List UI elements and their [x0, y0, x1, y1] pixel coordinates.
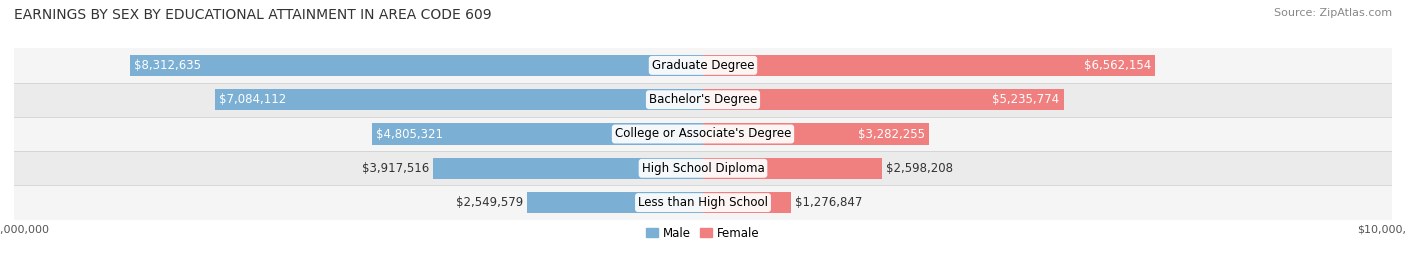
- Bar: [14, 48, 1392, 83]
- Bar: [703, 192, 792, 213]
- Bar: [703, 55, 1156, 76]
- Bar: [703, 89, 1064, 110]
- Text: $5,235,774: $5,235,774: [993, 93, 1060, 106]
- Text: Source: ZipAtlas.com: Source: ZipAtlas.com: [1274, 8, 1392, 18]
- Bar: [14, 185, 1392, 220]
- Bar: [703, 123, 929, 145]
- Text: $3,917,516: $3,917,516: [361, 162, 429, 175]
- Text: $2,598,208: $2,598,208: [886, 162, 953, 175]
- Text: $7,084,112: $7,084,112: [219, 93, 287, 106]
- Bar: [703, 158, 882, 179]
- Text: $8,312,635: $8,312,635: [135, 59, 201, 72]
- Text: $1,276,847: $1,276,847: [796, 196, 862, 209]
- Text: Graduate Degree: Graduate Degree: [652, 59, 754, 72]
- Bar: [14, 117, 1392, 151]
- Bar: [14, 83, 1392, 117]
- Text: $4,805,321: $4,805,321: [375, 128, 443, 140]
- Text: $6,562,154: $6,562,154: [1084, 59, 1152, 72]
- Text: High School Diploma: High School Diploma: [641, 162, 765, 175]
- Text: $3,282,255: $3,282,255: [858, 128, 925, 140]
- Bar: [433, 158, 703, 179]
- Text: $2,549,579: $2,549,579: [456, 196, 523, 209]
- Bar: [131, 55, 703, 76]
- Legend: Male, Female: Male, Female: [641, 222, 765, 245]
- Bar: [373, 123, 703, 145]
- Text: Less than High School: Less than High School: [638, 196, 768, 209]
- Text: EARNINGS BY SEX BY EDUCATIONAL ATTAINMENT IN AREA CODE 609: EARNINGS BY SEX BY EDUCATIONAL ATTAINMEN…: [14, 8, 492, 22]
- Bar: [527, 192, 703, 213]
- Bar: [14, 151, 1392, 185]
- Text: Bachelor's Degree: Bachelor's Degree: [650, 93, 756, 106]
- Bar: [215, 89, 703, 110]
- Text: College or Associate's Degree: College or Associate's Degree: [614, 128, 792, 140]
